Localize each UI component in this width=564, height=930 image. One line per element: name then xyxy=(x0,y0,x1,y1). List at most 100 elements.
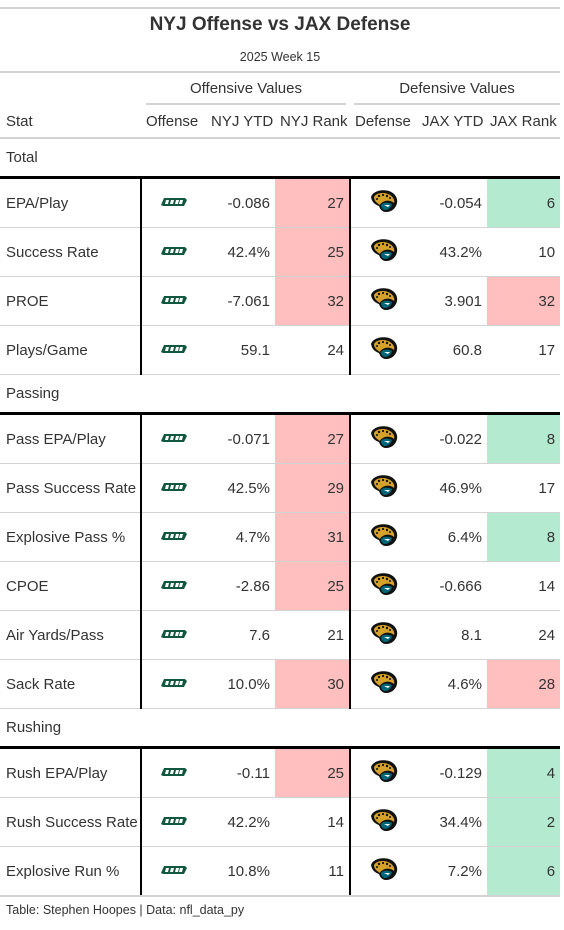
jax-rank-value: 8 xyxy=(487,412,561,464)
jets-logo-icon xyxy=(160,482,187,491)
offense-logo-cell xyxy=(141,512,205,562)
offense-logo-cell xyxy=(141,659,205,709)
jets-logo-icon xyxy=(160,344,187,353)
jaguars-logo-icon xyxy=(370,337,397,359)
defensive-values-spanner: Defensive Values xyxy=(399,80,515,97)
table-footer-source: Table: Stephen Hoopes | Data: nfl_data_p… xyxy=(6,903,245,917)
group-row: Rushing xyxy=(0,708,561,749)
offensive-values-spanner: Offensive Values xyxy=(189,80,302,97)
defense-logo-cell xyxy=(350,610,416,660)
nyj-rank-value: 27 xyxy=(275,412,351,464)
stat-label: CPOE xyxy=(0,561,142,611)
jax-ytd-value: 4.6% xyxy=(416,659,487,709)
jets-logo-icon xyxy=(160,531,187,540)
jax-ytd-value: -0.054 xyxy=(416,176,487,228)
jaguars-logo-icon xyxy=(370,858,397,880)
defense-logo-cell xyxy=(350,227,416,277)
jaguars-logo-icon xyxy=(370,671,397,693)
col-header-offense: Offense xyxy=(146,113,199,130)
table-row: CPOE -2.86 25 -0.666 14 xyxy=(0,561,561,611)
offense-logo-cell xyxy=(141,797,205,847)
table-row: Rush Success Rate 42.2% 14 34.4% 2 xyxy=(0,797,561,847)
table-row: Plays/Game 59.1 24 60.8 17 xyxy=(0,325,561,375)
col-header-jax-rank: JAX Rank xyxy=(490,113,557,130)
offense-logo-cell xyxy=(141,176,205,228)
group-label: Passing xyxy=(0,374,561,415)
defense-logo-cell xyxy=(350,846,416,896)
offense-logo-cell xyxy=(141,561,205,611)
nyj-ytd-value: 10.8% xyxy=(205,846,275,896)
group-row: Passing xyxy=(0,374,561,415)
table-row: Air Yards/Pass 7.6 21 8.1 24 xyxy=(0,610,561,660)
table-row: Rush EPA/Play -0.11 25 -0.129 4 xyxy=(0,746,561,798)
jax-ytd-value: 60.8 xyxy=(416,325,487,375)
table-subtitle: 2025 Week 15 xyxy=(239,50,321,64)
jax-rank-value: 17 xyxy=(487,325,561,375)
stat-label: Sack Rate xyxy=(0,659,142,709)
stat-label: Pass Success Rate xyxy=(0,463,142,513)
jax-rank-value: 10 xyxy=(487,227,561,277)
jax-ytd-value: -0.022 xyxy=(416,412,487,464)
nyj-ytd-value: -0.11 xyxy=(205,746,275,798)
jax-rank-value: 8 xyxy=(487,512,561,562)
offense-logo-cell xyxy=(141,276,205,326)
jax-ytd-value: -0.666 xyxy=(416,561,487,611)
jax-rank-value: 4 xyxy=(487,746,561,798)
jets-logo-icon xyxy=(160,433,187,442)
jax-ytd-value: 3.901 xyxy=(416,276,487,326)
jets-logo-icon xyxy=(160,767,187,776)
jaguars-logo-icon xyxy=(370,573,397,595)
jets-logo-icon xyxy=(160,678,187,687)
table-row: PROE -7.061 32 3.901 32 xyxy=(0,276,561,326)
nyj-ytd-value: 7.6 xyxy=(205,610,275,660)
footer-rule xyxy=(0,895,560,897)
nyj-rank-value: 14 xyxy=(275,797,351,847)
group-row: Total xyxy=(0,137,561,179)
stat-label: Success Rate xyxy=(0,227,142,277)
defense-logo-cell xyxy=(350,746,416,798)
jax-ytd-value: 6.4% xyxy=(416,512,487,562)
stat-label: Explosive Pass % xyxy=(0,512,142,562)
nyj-rank-value: 11 xyxy=(275,846,351,896)
jax-rank-value: 6 xyxy=(487,846,561,896)
nyj-rank-value: 31 xyxy=(275,512,351,562)
nyj-rank-value: 25 xyxy=(275,227,351,277)
defense-logo-cell xyxy=(350,325,416,375)
offensive-spanner-line xyxy=(146,103,346,105)
stats-grid: Total EPA/Play -0.086 27 -0.054 6 Success Rate… xyxy=(0,137,561,896)
offense-logo-cell xyxy=(141,846,205,896)
offense-logo-cell xyxy=(141,325,205,375)
col-header-nyj-ytd: NYJ YTD xyxy=(211,113,274,130)
defense-logo-cell xyxy=(350,561,416,611)
jaguars-logo-icon xyxy=(370,426,397,448)
jax-ytd-value: 43.2% xyxy=(416,227,487,277)
nyj-ytd-value: 42.4% xyxy=(205,227,275,277)
nyj-rank-value: 25 xyxy=(275,561,351,611)
stat-label: Explosive Run % xyxy=(0,846,142,896)
nyj-ytd-value: -7.061 xyxy=(205,276,275,326)
table-row: Explosive Run % 10.8% 11 7.2% 6 xyxy=(0,846,561,896)
nyj-rank-value: 29 xyxy=(275,463,351,513)
defensive-spanner-line xyxy=(354,103,560,105)
nyj-ytd-value: 10.0% xyxy=(205,659,275,709)
jets-logo-icon xyxy=(160,197,187,206)
nyj-rank-value: 27 xyxy=(275,176,351,228)
offense-logo-cell xyxy=(141,463,205,513)
jax-rank-value: 17 xyxy=(487,463,561,513)
offense-logo-cell xyxy=(141,412,205,464)
offense-logo-cell xyxy=(141,227,205,277)
jax-ytd-value: 34.4% xyxy=(416,797,487,847)
defense-logo-cell xyxy=(350,276,416,326)
header-rule xyxy=(0,71,560,73)
table-row: Pass Success Rate 42.5% 29 46.9% 17 xyxy=(0,463,561,513)
jax-rank-value: 14 xyxy=(487,561,561,611)
jaguars-logo-icon xyxy=(370,239,397,261)
stat-label: Rush Success Rate xyxy=(0,797,142,847)
defense-logo-cell xyxy=(350,463,416,513)
defense-logo-cell xyxy=(350,797,416,847)
jax-ytd-value: -0.129 xyxy=(416,746,487,798)
stat-label: Plays/Game xyxy=(0,325,142,375)
stat-label: PROE xyxy=(0,276,142,326)
group-label: Rushing xyxy=(0,708,561,749)
